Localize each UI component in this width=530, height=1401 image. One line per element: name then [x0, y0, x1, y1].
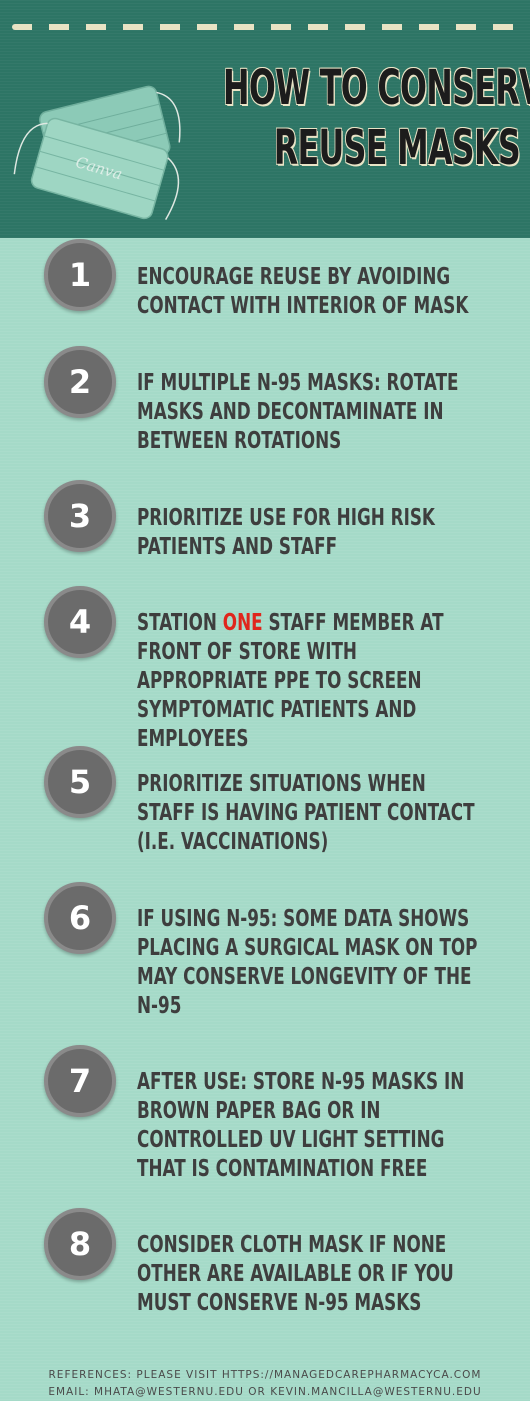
- number-badge: 5: [44, 746, 116, 818]
- tip-text-end: STAFF MEMBER AT FRONT OF STORE WITH APPR…: [137, 610, 444, 752]
- tip-text-start: STATION: [137, 610, 223, 636]
- tip-text: ENCOURAGE REUSE BY AVOIDING CONTACT WITH…: [137, 264, 469, 319]
- number-badge: 7: [44, 1045, 116, 1117]
- references-footer: REFERENCES: PLEASE VISIT HTTPS://MANAGED…: [0, 1367, 530, 1401]
- title-line-2: REUSE MASKS: [273, 120, 521, 176]
- tip-text: STATION ONE STAFF MEMBER AT FRONT OF STO…: [137, 609, 480, 754]
- dashed-line-divider: [12, 24, 522, 30]
- tip-text: PRIORITIZE SITUATIONS WHEN STAFF IS HAVI…: [137, 771, 475, 855]
- page-title: HOW TO CONSERVE AND REUSE MASKS: [223, 58, 530, 178]
- tip-text: IF USING N-95: SOME DATA SHOWS PLACING A…: [137, 906, 478, 1019]
- header-banner: Canva HOW TO CONSERVE AND REUSE MASKS: [0, 0, 530, 238]
- number-badge: 6: [44, 882, 116, 954]
- highlighted-word: ONE: [222, 610, 263, 636]
- title-line-1: HOW TO CONSERVE AND: [223, 60, 530, 116]
- face-mask-icon: Canva: [13, 85, 181, 221]
- tip-text: CONSIDER CLOTH MASK IF NONE OTHER ARE AV…: [137, 1232, 454, 1316]
- number-badge: 2: [44, 346, 116, 418]
- number-badge: 3: [44, 480, 116, 552]
- tip-text: AFTER USE: STORE N-95 MASKS IN BROWN PAP…: [137, 1069, 465, 1182]
- number-badge: 4: [44, 586, 116, 658]
- references-line: REFERENCES: PLEASE VISIT HTTPS://MANAGED…: [48, 1369, 482, 1381]
- tip-text: IF MULTIPLE N-95 MASKS: ROTATE MASKS AND…: [137, 370, 459, 454]
- email-line: EMAIL: MHATA@WESTERNU.EDU OR KEVIN.MANCI…: [48, 1386, 482, 1398]
- tip-text: PRIORITIZE USE FOR HIGH RISK PATIENTS AN…: [137, 505, 435, 560]
- number-badge: 8: [44, 1208, 116, 1280]
- number-badge: 1: [44, 239, 116, 311]
